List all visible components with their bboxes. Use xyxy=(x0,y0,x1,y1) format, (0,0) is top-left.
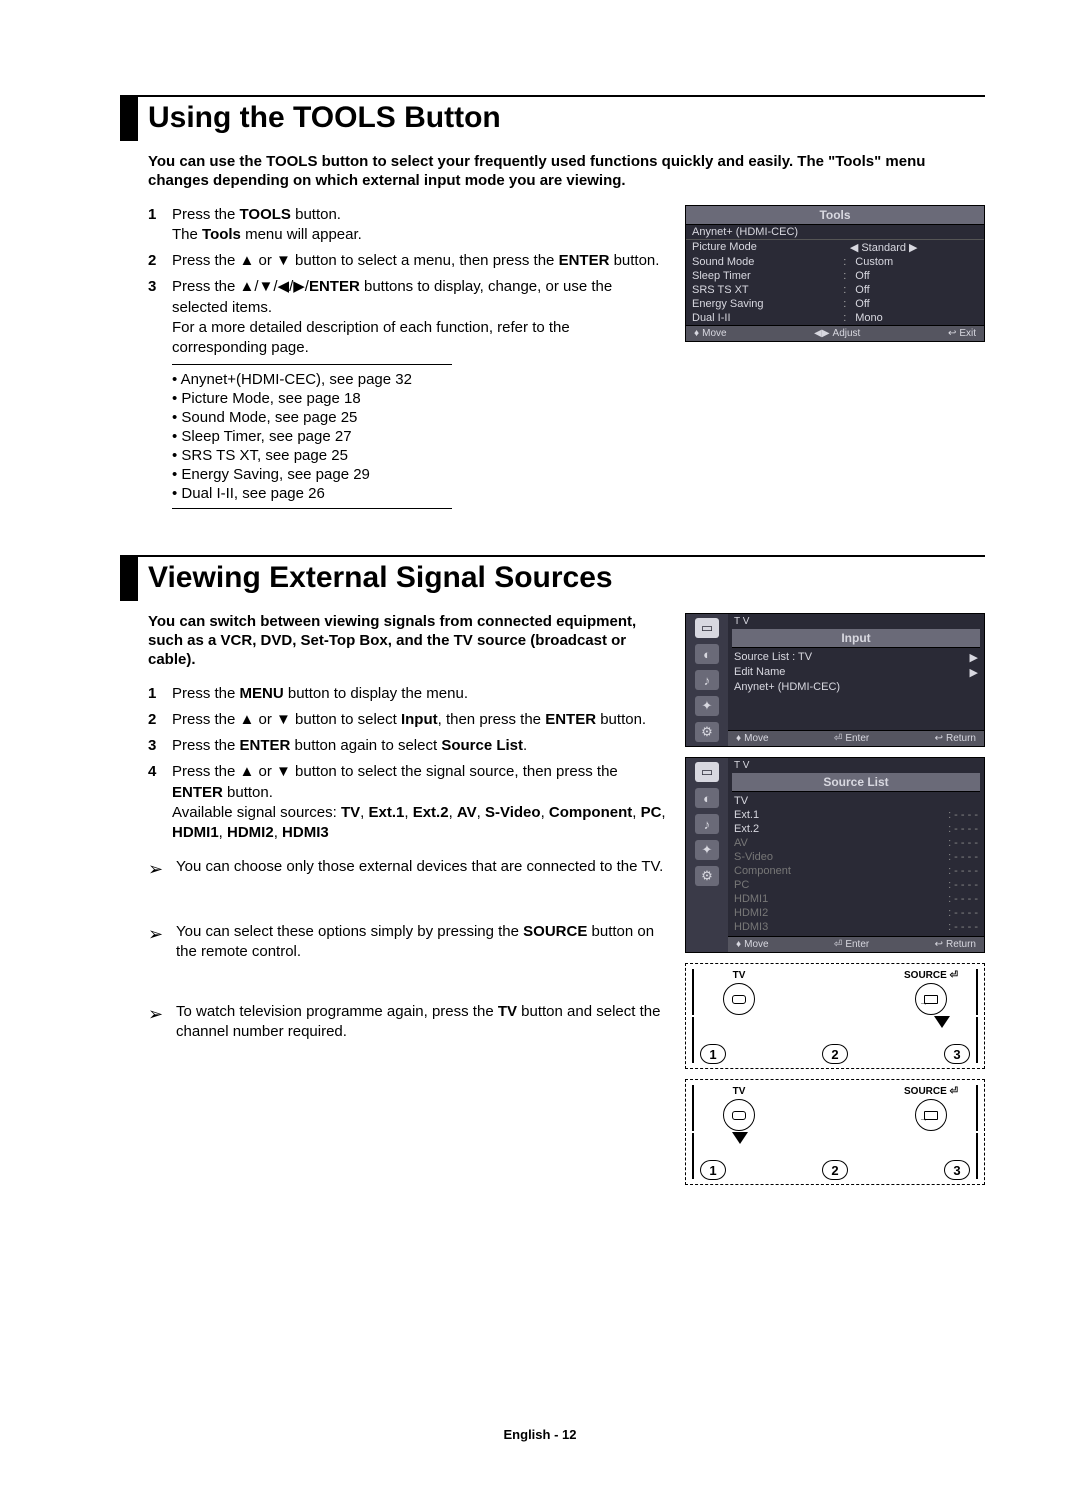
input-osd: ▭ ◐ ♪ ✦ ⚙ T V Input Source List : TV▶ Ed… xyxy=(685,613,985,747)
tv-button-icon xyxy=(723,983,755,1015)
icon-setup: ⚙ xyxy=(695,722,719,742)
osd-title: Tools xyxy=(686,206,984,225)
section-tools: Using the TOOLS Button You can use the T… xyxy=(120,95,985,515)
remote-diagram-source: TV SOURCE ⏎ → 1 2 3 xyxy=(685,963,985,1069)
step-text: Press the ▲/▼/◀/▶/ENTER buttons to displ… xyxy=(172,277,667,358)
icon-channel: ✦ xyxy=(695,840,719,860)
page-footer: English - 12 xyxy=(0,1427,1080,1442)
icon-setup: ⚙ xyxy=(695,866,719,886)
section-title: Using the TOOLS Button xyxy=(148,97,501,141)
note: ➢You can select these options simply by … xyxy=(148,922,667,963)
title-block xyxy=(120,557,138,601)
reference-list: • Anynet+(HDMI-CEC), see page 32 • Pictu… xyxy=(172,364,452,509)
move-hint: ♦ Move xyxy=(694,328,727,339)
remote-diagram-tv: TV SOURCE ⏎ → 1 2 3 xyxy=(685,1079,985,1185)
section-title: Viewing External Signal Sources xyxy=(148,557,613,601)
step-text: Press the TOOLS button.The Tools menu wi… xyxy=(172,205,667,246)
note: ➢You can choose only those external devi… xyxy=(148,857,667,881)
source-button-icon: → xyxy=(915,1099,947,1131)
icon-channel: ✦ xyxy=(695,696,719,716)
source-button-icon: → xyxy=(915,983,947,1015)
icon-picture: ◐ xyxy=(695,644,719,664)
steps-list: 1Press the TOOLS button.The Tools menu w… xyxy=(148,205,667,516)
section-title-bar: Viewing External Signal Sources xyxy=(120,555,985,601)
tools-osd: Tools Anynet+ (HDMI-CEC) Picture Mode◀ S… xyxy=(685,205,985,342)
steps-list: You can switch between viewing signals f… xyxy=(148,613,667,1195)
step-text: Press the ▲ or ▼ button to select a menu… xyxy=(172,251,667,271)
section-title-bar: Using the TOOLS Button xyxy=(120,95,985,141)
icon-input: ▭ xyxy=(695,618,719,638)
icon-sound: ♪ xyxy=(695,670,719,690)
note: ➢To watch television programme again, pr… xyxy=(148,1002,667,1043)
exit-hint: ↩ Exit xyxy=(948,328,976,339)
section-intro: You can use the TOOLS button to select y… xyxy=(148,153,985,191)
adjust-hint: ◀▶ Adjust xyxy=(814,328,860,339)
icon-input: ▭ xyxy=(695,762,719,782)
icon-sound: ♪ xyxy=(695,814,719,834)
section-intro: You can switch between viewing signals f… xyxy=(148,613,667,669)
section-sources: Viewing External Signal Sources You can … xyxy=(120,555,985,1195)
title-block xyxy=(120,97,138,141)
source-list-osd: ▭ ◐ ♪ ✦ ⚙ T V Source List TVExt.1: - - -… xyxy=(685,757,985,953)
source-list-body: TVExt.1: - - - -Ext.2: - - - -AV: - - - … xyxy=(728,792,984,936)
icon-picture: ◐ xyxy=(695,788,719,808)
tv-button-icon xyxy=(723,1099,755,1131)
